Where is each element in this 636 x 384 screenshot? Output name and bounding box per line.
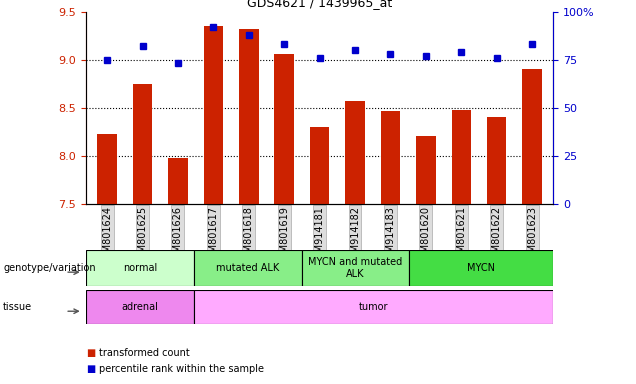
FancyBboxPatch shape bbox=[194, 250, 301, 286]
Bar bbox=[168, 159, 188, 204]
Bar bbox=[133, 84, 152, 204]
Bar bbox=[416, 136, 436, 204]
Text: adrenal: adrenal bbox=[121, 302, 158, 312]
Text: MYCN and mutated
ALK: MYCN and mutated ALK bbox=[308, 257, 403, 279]
Bar bbox=[381, 111, 400, 204]
Bar bbox=[239, 29, 258, 204]
Text: transformed count: transformed count bbox=[99, 348, 190, 358]
FancyBboxPatch shape bbox=[86, 250, 194, 286]
Text: genotype/variation: genotype/variation bbox=[3, 263, 96, 273]
FancyBboxPatch shape bbox=[301, 250, 410, 286]
Bar bbox=[275, 54, 294, 204]
Text: percentile rank within the sample: percentile rank within the sample bbox=[99, 364, 263, 374]
Title: GDS4621 / 1439965_at: GDS4621 / 1439965_at bbox=[247, 0, 392, 9]
Text: ■: ■ bbox=[86, 348, 95, 358]
Bar bbox=[522, 69, 542, 204]
Bar bbox=[310, 127, 329, 204]
Bar bbox=[204, 26, 223, 204]
FancyBboxPatch shape bbox=[410, 250, 553, 286]
Bar bbox=[97, 134, 117, 204]
FancyBboxPatch shape bbox=[86, 290, 194, 324]
Text: normal: normal bbox=[123, 263, 157, 273]
Bar bbox=[487, 117, 506, 204]
Bar bbox=[345, 101, 364, 204]
Bar bbox=[452, 110, 471, 204]
FancyBboxPatch shape bbox=[194, 290, 553, 324]
Text: MYCN: MYCN bbox=[467, 263, 495, 273]
Text: ■: ■ bbox=[86, 364, 95, 374]
Text: mutated ALK: mutated ALK bbox=[216, 263, 279, 273]
Text: tissue: tissue bbox=[3, 302, 32, 312]
Text: tumor: tumor bbox=[359, 302, 388, 312]
